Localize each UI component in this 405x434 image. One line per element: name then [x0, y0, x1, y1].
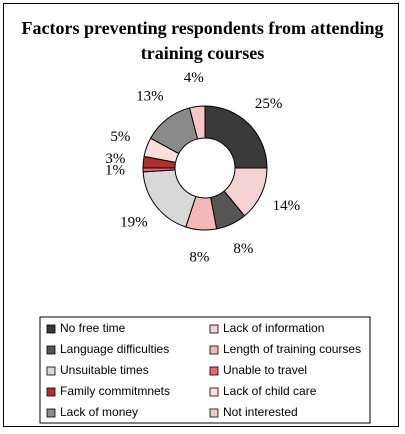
legend-swatch [46, 387, 56, 397]
legend-swatch [46, 324, 56, 334]
chart-frame [3, 3, 399, 427]
legend-swatch [46, 345, 56, 355]
data-label: 8% [233, 241, 253, 257]
donut-slice [188, 105, 206, 140]
donut-slice [142, 169, 197, 228]
legend-box [39, 316, 371, 424]
data-label: 14% [273, 198, 301, 214]
data-label: 25% [255, 96, 283, 112]
chart-title: Factors preventing respondents from atte… [21, 18, 384, 63]
legend-label: Not interested [223, 405, 298, 419]
legend-swatch [46, 408, 56, 418]
legend-label: Length of training courses [223, 342, 361, 356]
legend-swatch [209, 345, 219, 355]
data-label: 5% [110, 129, 130, 145]
legend-label: Unable to travel [223, 363, 307, 377]
legend-label: Lack of money [60, 405, 138, 419]
legend-label: No free time [60, 321, 126, 335]
legend-label: Lack of child care [223, 384, 317, 398]
legend-label: Lack of information [223, 321, 324, 335]
data-label: 4% [184, 70, 204, 86]
data-label: 19% [120, 215, 148, 231]
legend-label: Family commitmnets [60, 384, 170, 398]
legend-label: Unsuitable times [60, 363, 149, 377]
legend-swatch [209, 387, 219, 397]
data-label: 3% [105, 151, 125, 167]
legend-label: Language difficulties [60, 342, 169, 356]
data-label: 13% [136, 88, 164, 104]
legend-swatch [209, 366, 219, 376]
legend-swatch [46, 366, 56, 376]
legend-swatch [209, 324, 219, 334]
legend-swatch [209, 408, 219, 418]
data-label: 8% [189, 249, 209, 265]
donut-slice [204, 105, 268, 169]
data-label: 1% [105, 162, 125, 178]
